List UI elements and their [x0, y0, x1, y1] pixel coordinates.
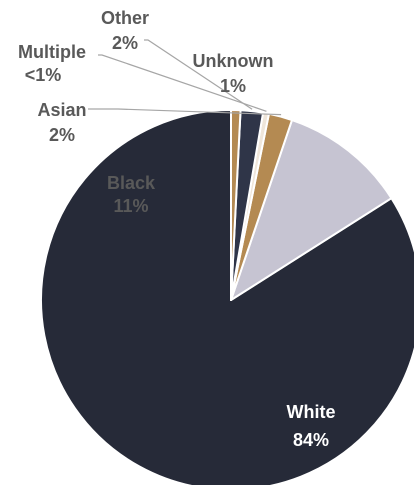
label-black-name: Black [107, 173, 156, 193]
label-multiple: Multiple <1% [18, 42, 86, 85]
pie-slice-unknown [230, 109, 242, 301]
label-other-pct: 2% [112, 33, 138, 53]
label-asian-pct: 2% [49, 125, 75, 145]
label-other-name: Other [101, 8, 149, 28]
label-multiple-name: Multiple [18, 42, 86, 62]
pie-slice-white [40, 109, 414, 485]
leader-line-multiple [98, 54, 267, 112]
leader-line-other [144, 39, 253, 110]
label-white-pct: 84% [293, 430, 329, 450]
label-other: Other 2% [101, 8, 149, 53]
leader-line-asian [88, 108, 282, 116]
label-white-name: White [287, 402, 336, 422]
pie-slice-black [230, 119, 393, 301]
label-unknown-name: Unknown [193, 51, 274, 71]
label-unknown: Unknown 1% [193, 51, 274, 96]
label-white: White 84% [287, 402, 336, 450]
label-black-pct: 11% [113, 196, 148, 216]
label-asian: Asian 2% [37, 100, 86, 145]
label-black: Black 11% [107, 173, 156, 216]
leader-lines [88, 39, 282, 116]
label-multiple-pct: <1% [25, 65, 62, 85]
label-asian-name: Asian [37, 100, 86, 120]
label-unknown-pct: 1% [220, 76, 246, 96]
pie-slices [40, 109, 414, 485]
